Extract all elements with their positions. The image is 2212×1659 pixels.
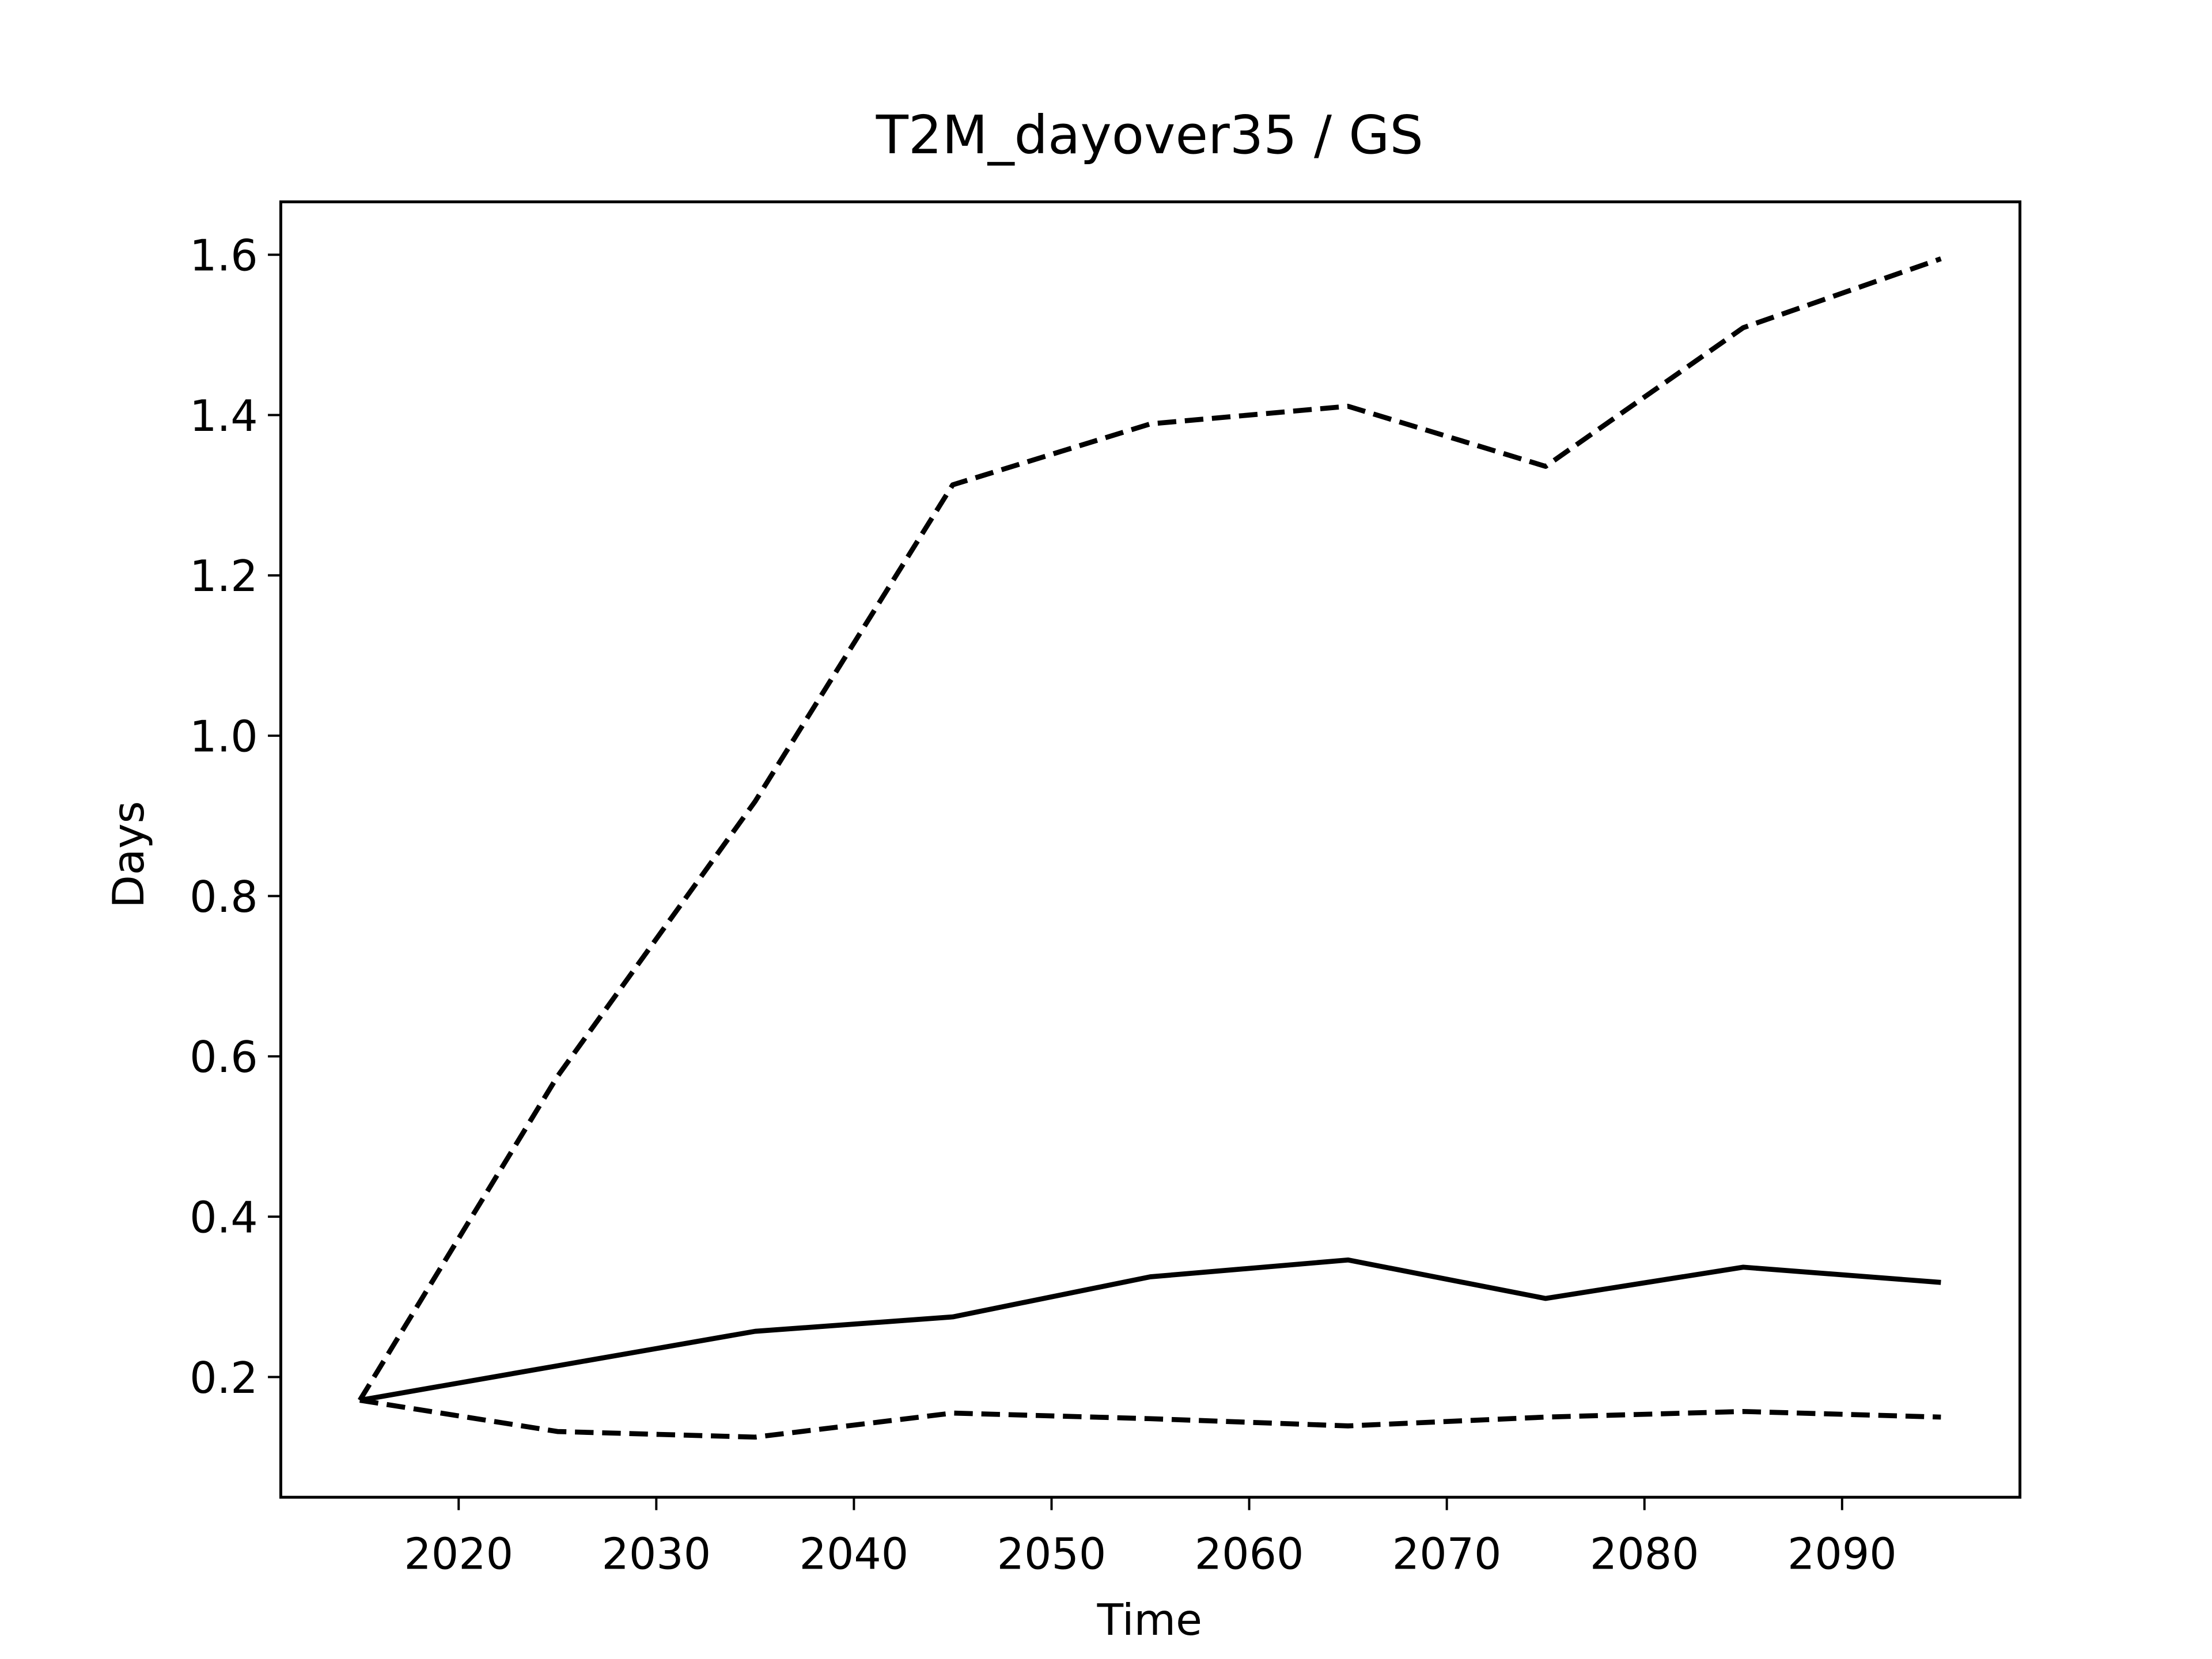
y-tick-label: 0.4	[190, 1192, 258, 1243]
plot-frame	[279, 200, 2022, 1499]
y-tick-label: 0.2	[190, 1353, 258, 1403]
y-tick-label: 1.4	[190, 391, 258, 441]
chart-title: T2M_dayover35 / GS	[876, 104, 1423, 166]
line-series	[359, 1257, 1941, 1403]
x-tick-label: 2090	[1787, 1529, 1897, 1579]
x-tick-label: 2030	[601, 1529, 711, 1579]
x-tick-label: 2070	[1392, 1529, 1502, 1579]
y-tick-label: 0.6	[190, 1032, 258, 1082]
y-axis-label: Days	[104, 801, 154, 908]
x-tick-label: 2050	[997, 1529, 1107, 1579]
y-tick-label: 1.6	[190, 231, 258, 281]
line-series	[357, 256, 1942, 1402]
x-tick-label: 2060	[1195, 1529, 1304, 1579]
x-tick-label: 2080	[1590, 1529, 1699, 1579]
y-tick-label: 1.0	[190, 712, 258, 762]
x-axis-label: Time	[1097, 1595, 1202, 1645]
x-tick-label: 2020	[404, 1529, 513, 1579]
y-tick-label: 1.2	[190, 551, 258, 601]
line-series	[359, 1397, 1941, 1440]
x-tick-label: 2040	[800, 1529, 909, 1579]
y-tick-label: 0.8	[190, 872, 258, 922]
